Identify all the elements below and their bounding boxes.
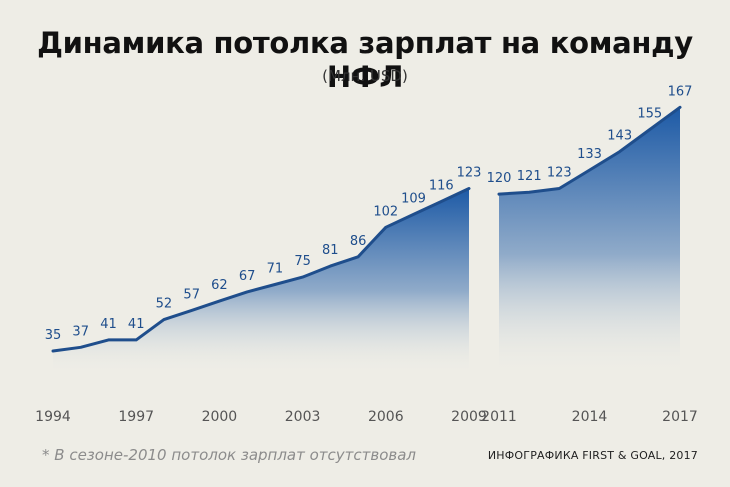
area-fill-segment-1 (53, 188, 469, 375)
footnote: * В сезоне-2010 потолок зарплат отсутств… (42, 446, 417, 464)
data-label: 71 (267, 262, 284, 277)
data-label: 52 (156, 297, 173, 312)
data-label: 57 (183, 287, 200, 302)
x-tick-label: 2017 (662, 409, 698, 425)
data-label: 123 (457, 166, 482, 181)
data-label: 102 (373, 204, 398, 219)
series-lines (51, 105, 682, 353)
area-fills (53, 107, 680, 376)
data-label: 75 (294, 254, 311, 269)
data-label: 120 (487, 171, 512, 186)
data-label: 37 (72, 324, 89, 339)
x-tick-label: 2000 (202, 409, 238, 425)
data-label: 67 (239, 269, 256, 284)
data-label: 41 (128, 317, 145, 332)
x-tick-label: 2009 (451, 409, 487, 425)
data-label: 41 (100, 317, 117, 332)
data-label: 62 (211, 278, 228, 293)
x-tick-label: 1997 (118, 409, 154, 425)
series-line-segment-1 (51, 187, 471, 353)
series-line-segment-2 (497, 105, 682, 196)
data-label: 116 (429, 179, 454, 194)
data-label: 109 (401, 191, 426, 206)
x-tick-label: 2003 (285, 409, 321, 425)
area-fill-segment-2 (499, 107, 680, 376)
x-tick-label: 1994 (35, 409, 71, 425)
data-label: 81 (322, 243, 339, 258)
x-tick-label: 2006 (368, 409, 404, 425)
credit: ИНФОГРАФИКА FIRST & GOAL, 2017 (487, 449, 698, 462)
chart-title: Динамика потолка зарплат на команду НФЛ (37, 26, 693, 94)
data-label: 123 (547, 166, 572, 181)
data-label: 35 (45, 328, 62, 343)
x-tick-label: 2014 (572, 409, 608, 425)
data-label: 155 (637, 107, 662, 122)
data-label: 133 (577, 147, 602, 162)
data-label: 121 (517, 169, 542, 184)
chart-subtitle: (Млн. USD) (322, 67, 408, 85)
x-tick-label: 2011 (481, 409, 517, 425)
data-label: 143 (607, 129, 632, 144)
data-label: 167 (668, 84, 693, 99)
data-label: 86 (350, 234, 367, 249)
